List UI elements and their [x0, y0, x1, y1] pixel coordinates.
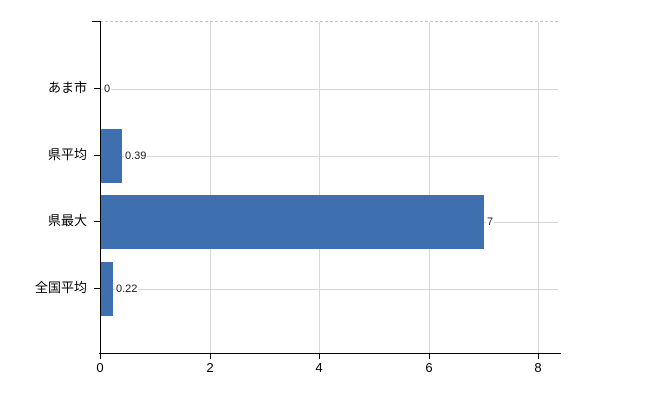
x-tick-mark	[319, 354, 320, 359]
h-gridline	[101, 156, 558, 157]
v-gridline	[319, 22, 320, 354]
bar-value-label: 7	[486, 215, 495, 229]
x-tick-mark	[100, 354, 101, 359]
x-tick-label: 6	[425, 360, 433, 375]
y-axis-top-tick	[92, 21, 100, 22]
y-axis-line	[100, 21, 101, 353]
bar-value-label: 0	[103, 82, 112, 96]
bar	[101, 262, 113, 316]
y-tick-label: 県最大	[47, 213, 87, 228]
x-axis-line	[99, 353, 561, 354]
bar	[101, 195, 484, 249]
bar	[101, 129, 122, 183]
y-tick-mark	[94, 288, 100, 289]
y-tick-mark	[94, 155, 100, 156]
x-tick-mark	[538, 354, 539, 359]
v-gridline	[429, 22, 430, 354]
h-gridline	[101, 289, 558, 290]
bar-value-label: 0.39	[124, 149, 148, 163]
y-tick-mark	[94, 221, 100, 222]
x-tick-mark	[210, 354, 211, 359]
plot-area: 0 0.39 7 0.22	[100, 21, 558, 354]
x-tick-label: 0	[96, 360, 104, 375]
h-gridline	[101, 89, 558, 90]
v-gridline	[538, 22, 539, 354]
y-tick-label: 県平均	[47, 147, 87, 162]
y-tick-label: あま市	[47, 80, 87, 95]
y-tick-mark	[94, 88, 100, 89]
y-tick-label: 全国平均	[34, 280, 87, 295]
x-tick-label: 8	[534, 360, 542, 375]
bar-value-label: 0.22	[115, 282, 139, 296]
x-tick-label: 4	[315, 360, 323, 375]
x-tick-label: 2	[206, 360, 214, 375]
x-tick-mark	[429, 354, 430, 359]
v-gridline	[210, 22, 211, 354]
